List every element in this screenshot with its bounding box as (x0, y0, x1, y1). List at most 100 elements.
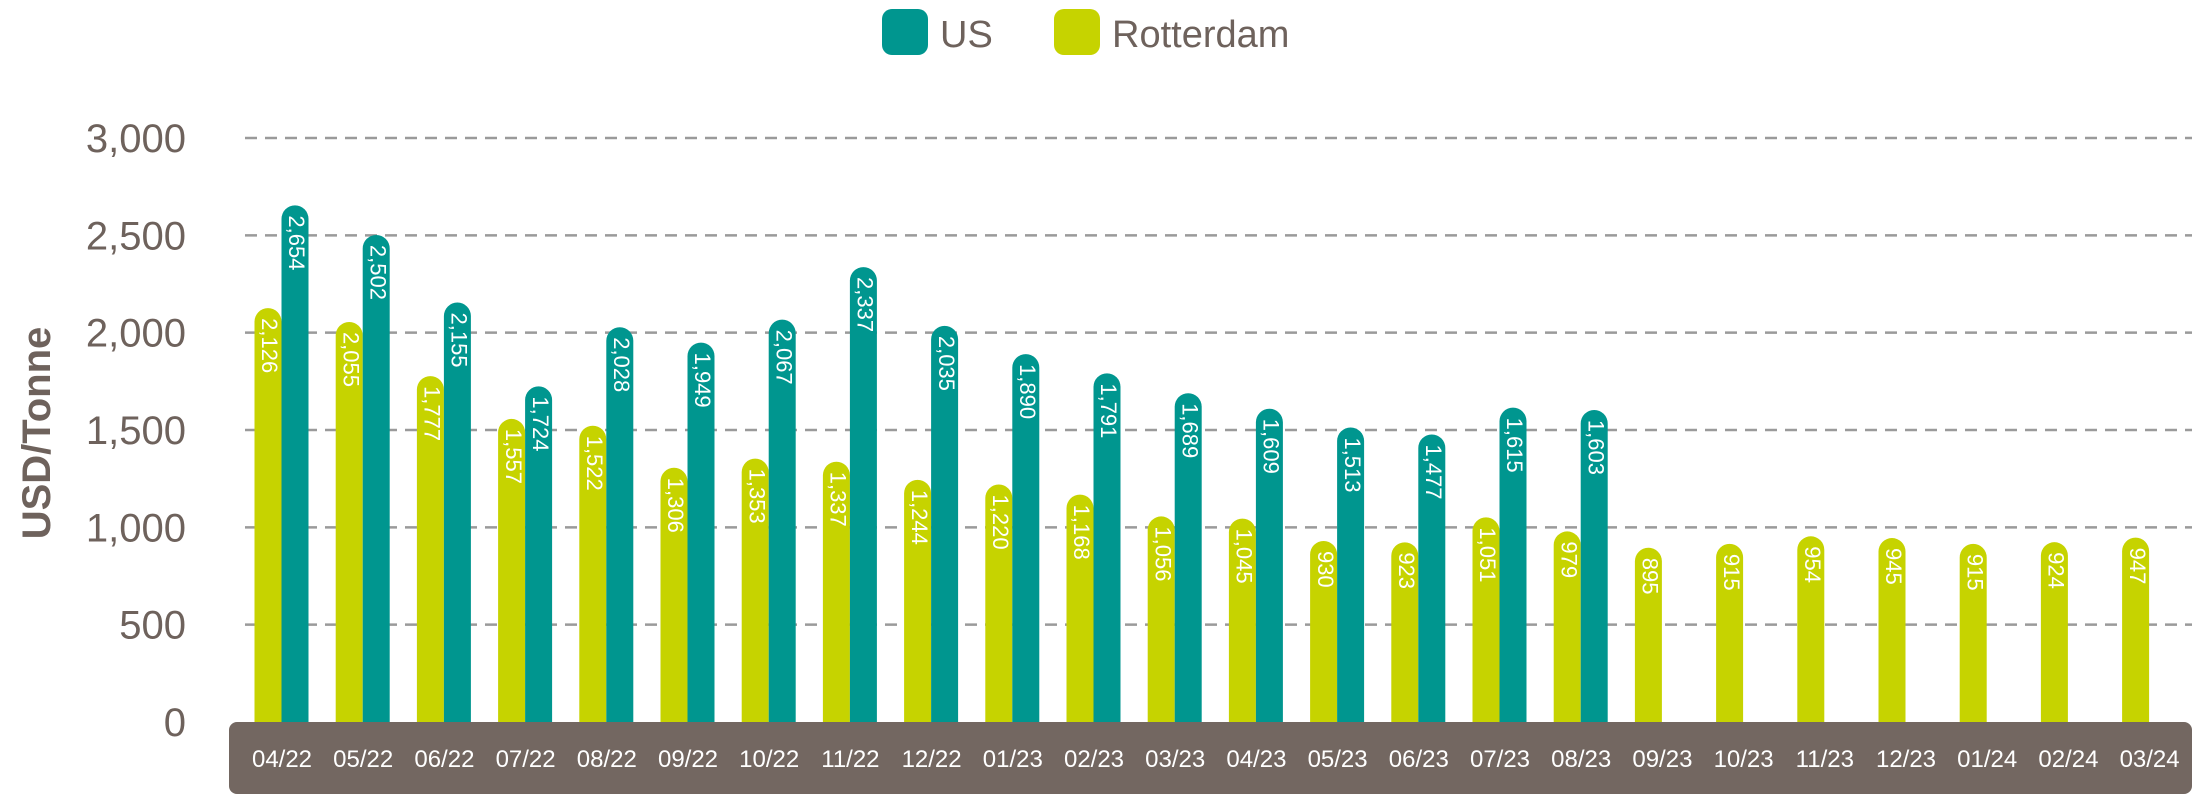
data-label-us: 1,609 (1259, 419, 1284, 474)
bar-rotterdam (1716, 543, 1744, 722)
data-label-rotterdam: 924 (2044, 552, 2069, 589)
x-axis-band (229, 722, 2192, 794)
data-label-rotterdam: 1,244 (907, 490, 932, 545)
bar-rotterdam (1472, 517, 1500, 722)
bar-rotterdam (1634, 547, 1662, 722)
bar-us (606, 327, 634, 722)
data-label-rotterdam: 1,353 (744, 469, 769, 524)
bar-us (281, 205, 309, 722)
data-label-rotterdam: 1,168 (1069, 505, 1094, 560)
data-label-us: 2,028 (609, 337, 634, 392)
data-label-us: 1,615 (1502, 418, 1527, 473)
bar-rotterdam (985, 484, 1013, 722)
x-tick-label: 03/23 (1145, 746, 1205, 773)
bar-rotterdam (904, 479, 932, 722)
data-label-us: 1,603 (1583, 420, 1608, 475)
x-tick-label: 09/22 (658, 746, 718, 773)
x-tick-label: 06/22 (414, 746, 474, 773)
data-label-rotterdam: 915 (1719, 554, 1744, 591)
y-tick-label: 2,500 (86, 214, 186, 258)
x-tick-label: 08/23 (1551, 746, 1611, 773)
bar-us (1174, 393, 1202, 722)
bar-us (1093, 373, 1121, 722)
bar-rotterdam (498, 418, 526, 722)
x-tick-label: 02/24 (2038, 746, 2098, 773)
data-label-rotterdam: 1,306 (663, 478, 688, 533)
y-tick-label: 1,500 (86, 409, 186, 453)
data-label-us: 2,502 (365, 245, 390, 300)
y-tick-label: 500 (119, 604, 186, 648)
data-label-rotterdam: 915 (1962, 554, 1987, 591)
bar-us (1580, 409, 1608, 722)
data-label-us: 1,689 (1177, 403, 1202, 458)
data-label-us: 1,724 (528, 396, 553, 451)
legend-swatch-us (882, 9, 928, 55)
bar-rotterdam (1797, 536, 1825, 722)
data-label-us: 2,654 (284, 215, 309, 270)
x-tick-label: 01/23 (983, 746, 1043, 773)
bar-us (1499, 407, 1527, 722)
bar-rotterdam (2040, 542, 2068, 722)
x-tick-label: 02/23 (1064, 746, 1124, 773)
bar-rotterdam (1147, 516, 1175, 722)
bar-rotterdam (254, 308, 282, 722)
y-axis: 0 500 1,000 1,500 2,000 2,500 3,000 (86, 117, 186, 745)
data-label-rotterdam: 930 (1313, 551, 1338, 588)
data-label-rotterdam: 2,055 (338, 332, 363, 387)
bar-us (931, 325, 959, 722)
bar-us (849, 267, 877, 722)
data-label-rotterdam: 1,220 (988, 495, 1013, 550)
x-tick-label: 04/23 (1226, 746, 1286, 773)
data-label-rotterdam: 923 (1394, 552, 1419, 589)
data-label-rotterdam: 1,337 (826, 472, 851, 527)
data-label-us: 1,513 (1340, 437, 1365, 492)
bar-rotterdam (2122, 537, 2150, 722)
data-label-rotterdam: 945 (1881, 548, 1906, 585)
x-tick-label: 03/24 (2120, 746, 2180, 773)
data-label-us: 2,035 (934, 336, 959, 391)
x-tick-label: 07/23 (1470, 746, 1530, 773)
x-axis: 04/22 05/22 06/22 07/22 08/22 09/22 10/22 11/22… (252, 746, 2180, 773)
bar-rotterdam (335, 321, 363, 722)
x-tick-label: 05/23 (1308, 746, 1368, 773)
x-tick-label: 12/22 (902, 746, 962, 773)
bar-rotterdam (1959, 543, 1987, 722)
bar-rotterdam (822, 461, 850, 722)
x-tick-label: 08/22 (577, 746, 637, 773)
legend: US Rotterdam (882, 9, 1289, 56)
x-tick-label: 09/23 (1632, 746, 1692, 773)
data-label-us: 2,155 (447, 312, 472, 367)
bar-us (443, 302, 471, 722)
y-tick-label: 2,000 (86, 312, 186, 356)
legend-label-rotterdam: Rotterdam (1112, 14, 1289, 56)
bar-rotterdam (741, 458, 769, 722)
bar-us (1337, 427, 1365, 722)
bar-rotterdam (660, 467, 688, 722)
data-label-rotterdam: 947 (2125, 548, 2150, 585)
x-tick-label: 11/22 (821, 746, 879, 773)
y-axis-title: USD/Tonne (15, 327, 59, 540)
data-label-rotterdam: 1,051 (1475, 527, 1500, 582)
bar-rotterdam (1391, 542, 1419, 722)
data-label-rotterdam: 1,557 (501, 429, 526, 484)
legend-label-us: US (940, 14, 993, 56)
x-tick-label: 10/23 (1714, 746, 1774, 773)
data-label-rotterdam: 1,045 (1232, 529, 1257, 584)
bar-us (1255, 408, 1283, 722)
data-label-rotterdam: 2,126 (257, 318, 282, 373)
y-tick-label: 0 (164, 701, 186, 745)
x-tick-label: 10/22 (739, 746, 799, 773)
x-tick-label: 05/22 (333, 746, 393, 773)
bar-rotterdam (1553, 531, 1581, 722)
data-label-us: 2,337 (853, 277, 878, 332)
bar-us (687, 342, 715, 722)
data-label-rotterdam: 979 (1556, 541, 1581, 578)
bar-rotterdam (1878, 538, 1906, 722)
bars: 2,126 2,055 1,777 1,557 1,522 1,306 1,353 1,337… (254, 205, 2150, 722)
legend-swatch-rotterdam (1054, 9, 1100, 55)
bar-us (1418, 434, 1446, 722)
grid (245, 136, 2192, 626)
bar-rotterdam (1066, 494, 1094, 722)
x-tick-label: 12/23 (1876, 746, 1936, 773)
